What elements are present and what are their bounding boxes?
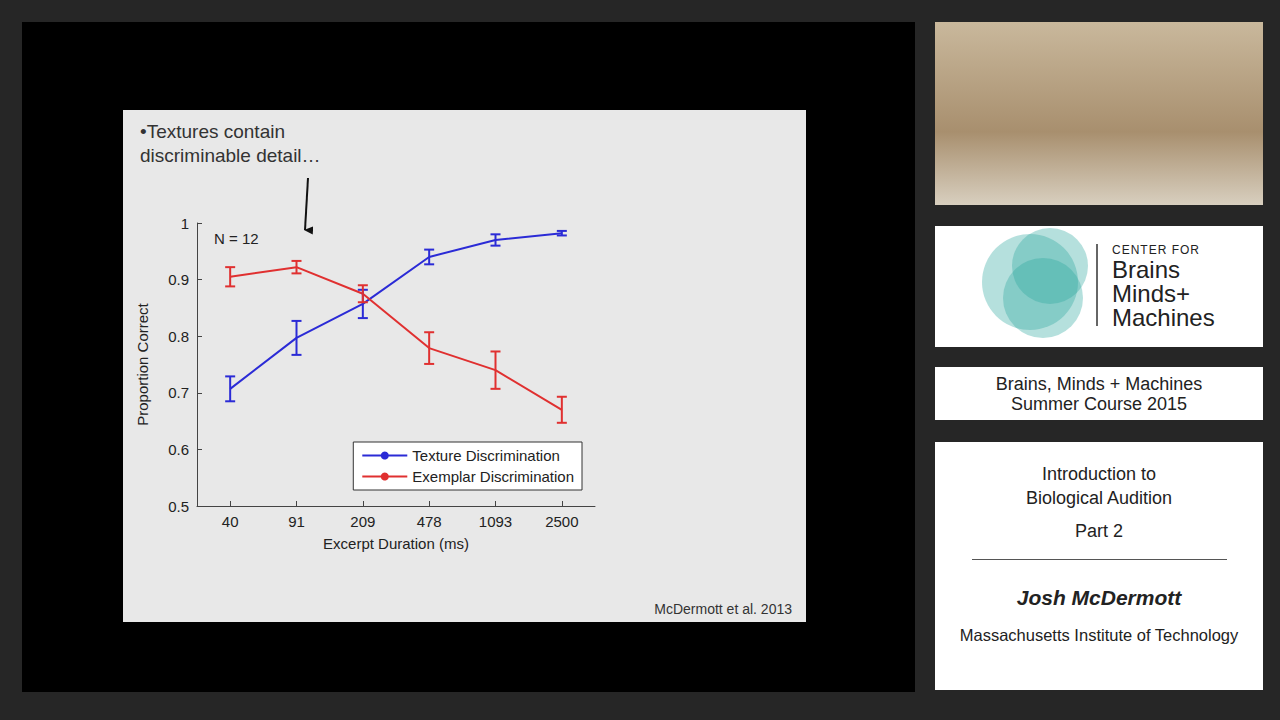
html-text:Massachusetts Institute of Tec: Massachusetts Institute of Technology — [959, 626, 1239, 644]
svg-text:0.9: 0.9 — [168, 271, 189, 288]
html-text:Part 2: Part 2 — [1075, 521, 1123, 541]
html-text:CENTER FOR: CENTER FOR — [1112, 243, 1200, 257]
html-text:Brains, Minds + Machines: Brains, Minds + Machines — [995, 374, 1203, 394]
html-text:McDermott et al. 2013: McDermott et al. 2013 — [654, 601, 792, 617]
svg-text:1: 1 — [181, 215, 189, 232]
svg-text:2500: 2500 — [545, 513, 578, 530]
svg-text:1093: 1093 — [479, 513, 512, 530]
html-text:Josh McDermott: Josh McDermott — [1016, 586, 1182, 609]
svg-text:Proportion Correct: Proportion Correct — [134, 302, 151, 425]
html-text:•Textures contain discriminabl: •Textures contain discriminable detail… — [140, 121, 321, 166]
html-text:Machines: Machines — [1112, 304, 1215, 331]
svg-text:Excerpt Duration (ms): Excerpt Duration (ms) — [323, 535, 469, 552]
html-text:Introduction to: Introduction to — [1042, 464, 1156, 484]
svg-text:N = 12: N = 12 — [214, 230, 259, 247]
svg-text:Exemplar Discrimination: Exemplar Discrimination — [412, 468, 574, 485]
svg-text:40: 40 — [222, 513, 239, 530]
html-text:Summer Course 2015: Summer Course 2015 — [1011, 394, 1187, 414]
svg-text:209: 209 — [350, 513, 375, 530]
html-text:Brains: Brains — [1112, 256, 1180, 283]
svg-text:0.6: 0.6 — [168, 441, 189, 458]
svg-text:0.7: 0.7 — [168, 384, 189, 401]
svg-text:91: 91 — [288, 513, 305, 530]
html-text:Biological Audition: Biological Audition — [1025, 488, 1172, 508]
svg-text:Texture Discrimination: Texture Discrimination — [412, 447, 560, 464]
svg-text:0.8: 0.8 — [168, 328, 189, 345]
html-text:Minds+: Minds+ — [1112, 280, 1190, 307]
svg-text:478: 478 — [417, 513, 442, 530]
svg-text:0.5: 0.5 — [168, 498, 189, 515]
